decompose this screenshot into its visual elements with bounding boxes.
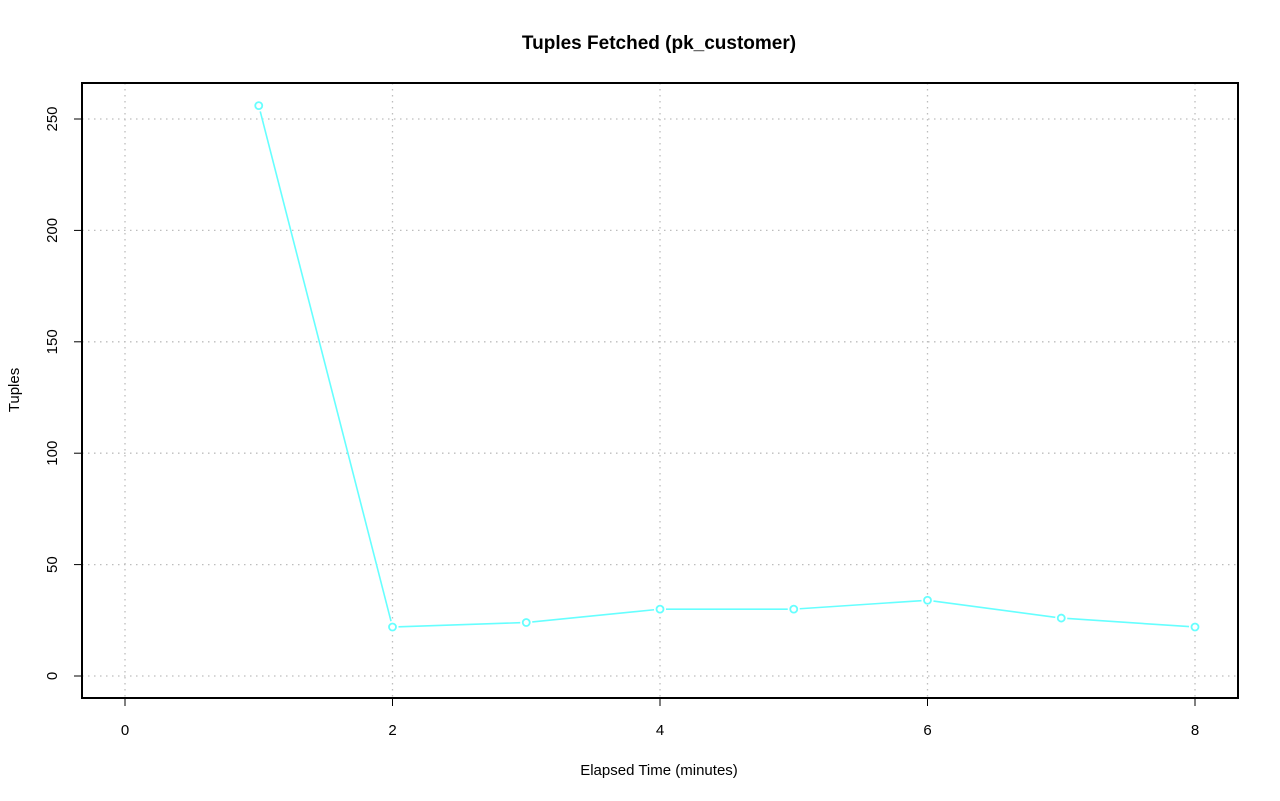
y-tick-label: 150 bbox=[44, 329, 61, 354]
data-point bbox=[1056, 613, 1066, 623]
x-tick-label: 4 bbox=[656, 722, 664, 739]
chart-title: Tuples Fetched (pk_customer) bbox=[522, 33, 796, 54]
data-point bbox=[655, 604, 665, 614]
data-point bbox=[388, 622, 397, 632]
series-line-segment bbox=[532, 608, 655, 623]
y-axis-label: Tuples bbox=[6, 368, 23, 412]
x-tick-label: 2 bbox=[388, 722, 396, 739]
x-tick-label: 8 bbox=[1191, 722, 1199, 739]
grid bbox=[82, 83, 1238, 698]
y-tick-label: 250 bbox=[44, 106, 61, 131]
series bbox=[254, 101, 1200, 632]
data-point bbox=[521, 618, 531, 627]
y-axis: 0 50 100 150 200 250 bbox=[44, 106, 82, 680]
y-tick-label: 200 bbox=[44, 218, 61, 243]
series-line-segment bbox=[799, 599, 922, 610]
y-tick-label: 50 bbox=[44, 556, 61, 573]
series-line-segment bbox=[1067, 617, 1190, 628]
y-tick-label: 100 bbox=[44, 441, 61, 466]
x-tick-label: 0 bbox=[121, 722, 129, 739]
x-tick-label: 6 bbox=[923, 722, 931, 739]
series-line-segment bbox=[398, 621, 521, 628]
x-axis-label: Elapsed Time (minutes) bbox=[580, 762, 738, 779]
data-point bbox=[789, 604, 799, 614]
x-axis: 0 2 4 6 8 bbox=[121, 698, 1199, 739]
data-point bbox=[923, 595, 932, 605]
series-line-segment bbox=[933, 600, 1056, 619]
data-point bbox=[254, 101, 264, 111]
data-point bbox=[1190, 622, 1200, 632]
y-tick-label: 0 bbox=[44, 672, 61, 680]
series-line-segment bbox=[259, 111, 392, 622]
